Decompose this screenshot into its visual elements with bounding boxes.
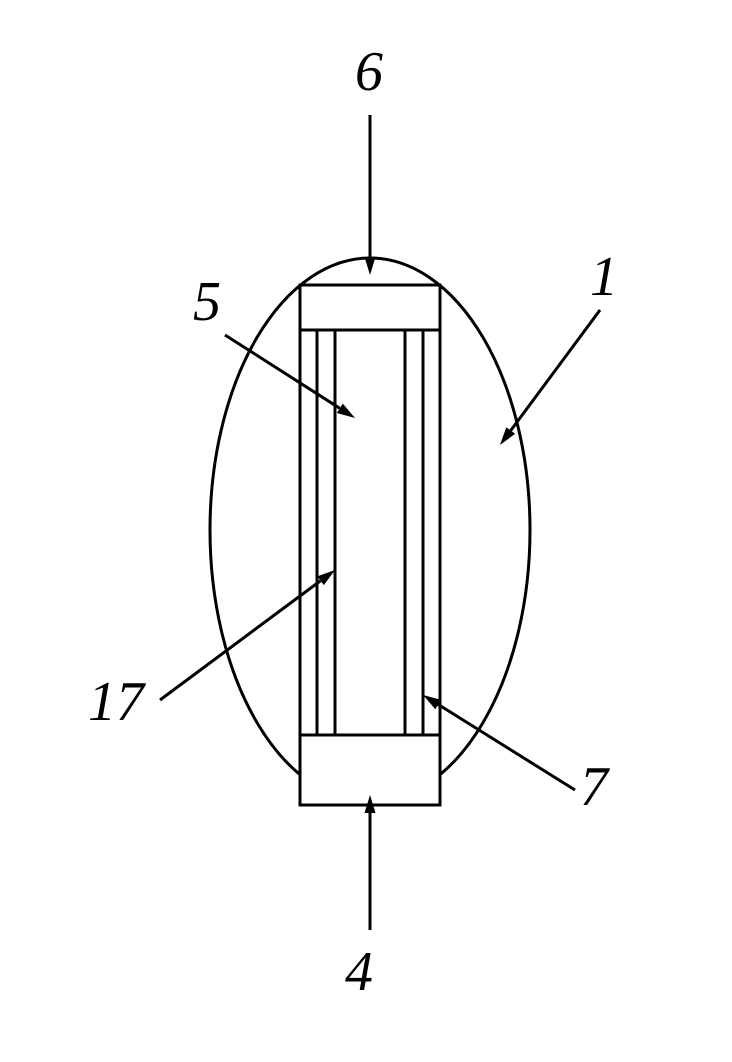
inner-rail-right [405, 330, 423, 735]
label-1: 1 [590, 246, 618, 308]
top-cap [300, 285, 440, 330]
label-6: 6 [355, 41, 383, 103]
label-4: 4 [345, 941, 373, 1003]
figure-svg: 6 1 5 17 7 4 [0, 0, 732, 1062]
inner-rail-left [317, 330, 335, 735]
label-7: 7 [580, 756, 610, 818]
label-17: 17 [88, 671, 146, 733]
label-5: 5 [193, 271, 221, 333]
bottom-block [300, 735, 440, 805]
